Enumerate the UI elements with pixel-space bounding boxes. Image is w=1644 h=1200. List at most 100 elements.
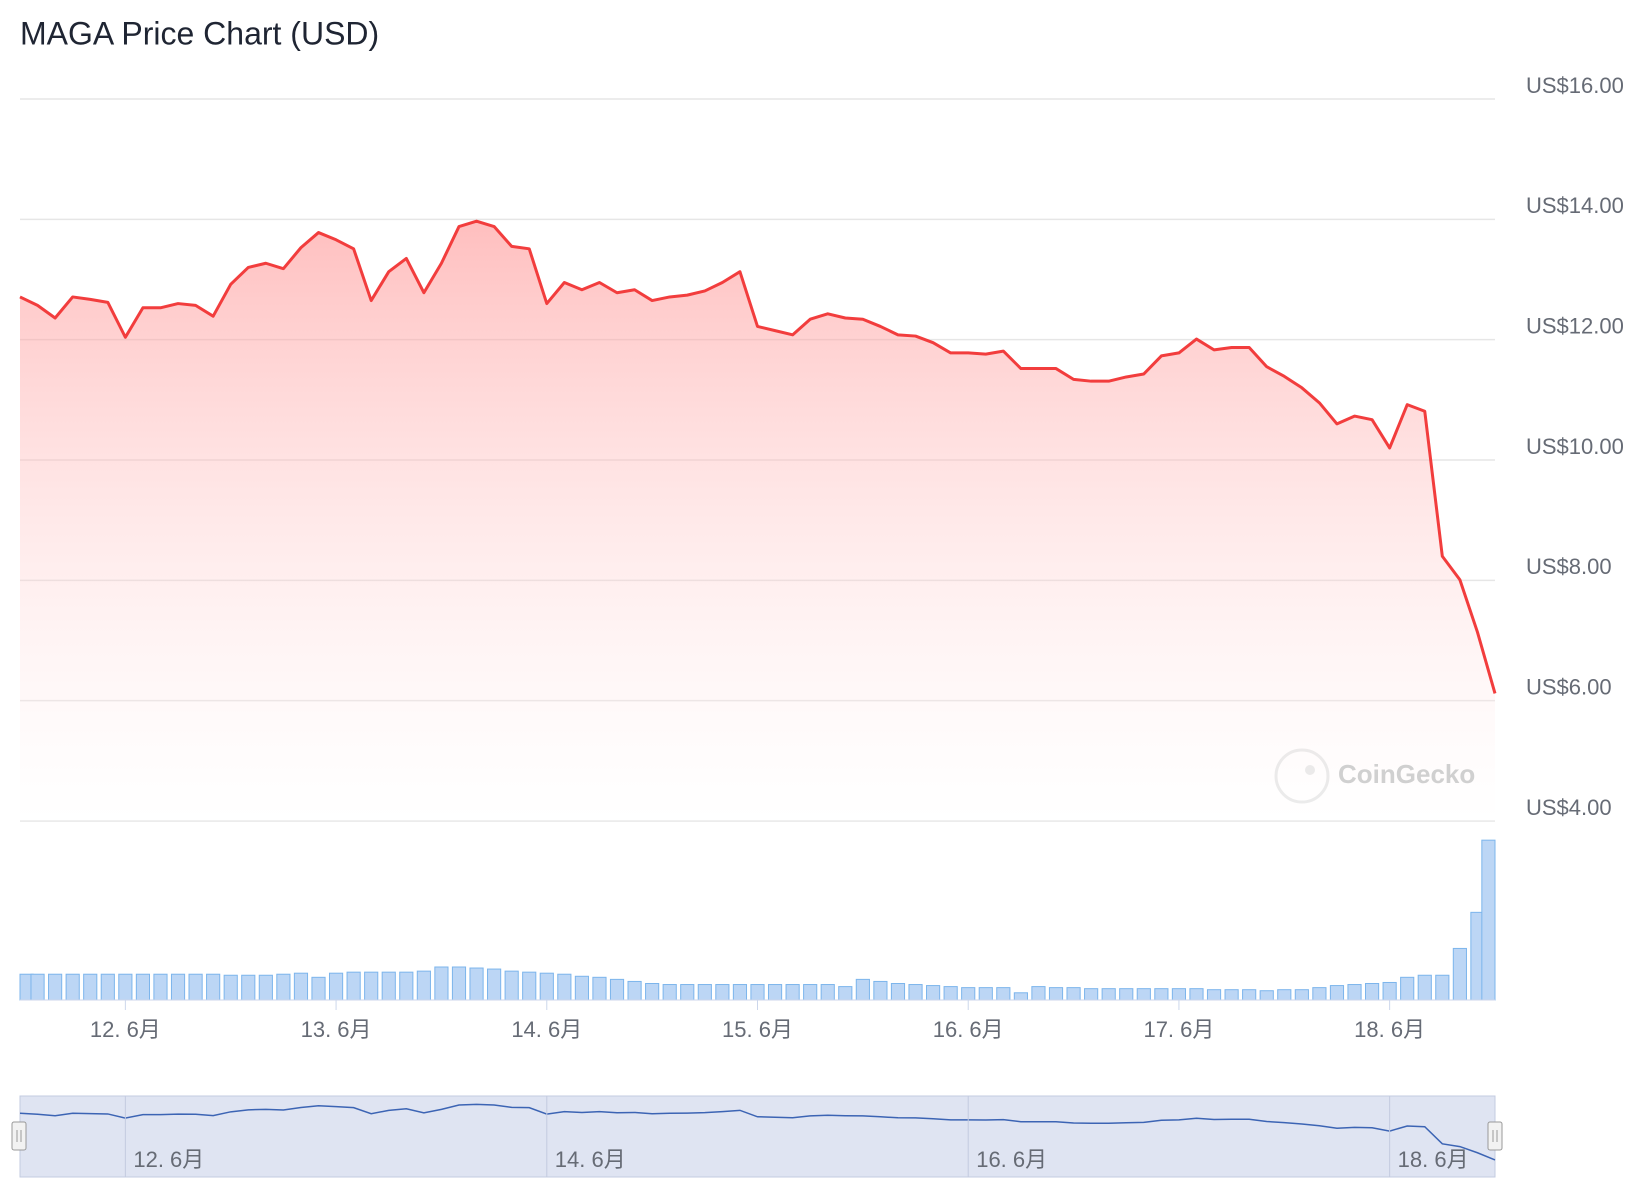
volume-bar [364, 971, 379, 1001]
volume-bar [48, 973, 63, 1001]
volume-bar [223, 974, 238, 1001]
volume-bar [1119, 988, 1134, 1001]
volume-bar [1013, 992, 1028, 1001]
volume-bar [276, 973, 291, 1001]
volume-bar [188, 973, 203, 1001]
volume-bar [1452, 947, 1467, 1001]
volume-bar [1242, 989, 1257, 1001]
y-tick-label: US$6.00 [1526, 674, 1612, 699]
navigator-handle-left[interactable] [11, 1121, 27, 1151]
volume-bar [539, 972, 554, 1001]
volume-bar [1347, 984, 1362, 1001]
navigator-label: 16. 6月 [976, 1147, 1047, 1172]
x-tick-label: 12. 6月 [90, 1017, 161, 1042]
volume-bar [627, 980, 642, 1001]
volume-bar [30, 973, 45, 1001]
chart-title: MAGA Price Chart (USD) [20, 15, 379, 51]
volume-bar [767, 984, 783, 1001]
volume-bar [1224, 989, 1239, 1001]
volume-bar [311, 976, 326, 1001]
watermark: CoinGecko [1338, 759, 1475, 789]
volume-bar [1084, 988, 1099, 1001]
volume-bar [680, 984, 695, 1001]
y-tick-label: US$12.00 [1526, 313, 1624, 338]
volume-bar [785, 984, 800, 1001]
y-tick-label: US$10.00 [1526, 434, 1624, 459]
volume-bar [346, 971, 361, 1001]
navigator-label: 18. 6月 [1398, 1147, 1469, 1172]
x-tick-label: 15. 6月 [722, 1017, 793, 1042]
volume-bar [1435, 974, 1450, 1001]
volume-bar [83, 973, 98, 1001]
volume-bar [1189, 988, 1204, 1001]
volume-bar [416, 970, 431, 1001]
volume-bar [1066, 987, 1081, 1001]
volume-bar [1171, 988, 1187, 1001]
volume-bar [996, 987, 1011, 1001]
volume-bar [469, 967, 484, 1001]
volume-bar [65, 973, 80, 1001]
volume-bar [399, 971, 414, 1001]
volume-bar [1417, 974, 1432, 1001]
volume-bar [293, 972, 309, 1001]
volume-bar [1101, 988, 1116, 1001]
volume-bar [1206, 989, 1222, 1001]
navigator-handle-right[interactable] [1487, 1121, 1503, 1151]
volume-bar [1136, 988, 1151, 1001]
navigator-line [19, 1103, 1496, 1161]
navigator-label: 12. 6月 [133, 1147, 204, 1172]
volume-bar [926, 985, 941, 1001]
volume-bar [451, 966, 467, 1001]
volume-bar [241, 974, 256, 1001]
y-tick-label: US$14.00 [1526, 193, 1624, 218]
y-tick-label: US$16.00 [1526, 73, 1624, 98]
volume-bar [1294, 989, 1309, 1001]
volume-bar [1048, 987, 1064, 1001]
volume-bar [557, 973, 572, 1001]
navigator[interactable] [19, 1095, 1496, 1178]
watermark-logo [1274, 748, 1330, 804]
volume-bar [1154, 988, 1169, 1001]
volume-bar [487, 968, 502, 1001]
volume-bar [908, 984, 923, 1001]
volume-bar [574, 975, 589, 1001]
volume-bar [943, 986, 958, 1001]
volume-bar [1031, 986, 1046, 1001]
volume-bar [890, 983, 906, 1001]
volume-bar [328, 972, 344, 1001]
volume-bar [855, 978, 870, 1001]
volume-bar [1382, 981, 1397, 1001]
volume-bar [803, 984, 818, 1001]
volume-bar [838, 986, 853, 1001]
volume-bar [961, 987, 976, 1001]
price-area [20, 221, 1495, 821]
volume-bar [206, 973, 221, 1001]
volume-bar [1329, 985, 1345, 1001]
x-tick-label: 14. 6月 [511, 1017, 582, 1042]
volume-bar [434, 966, 449, 1001]
volume-bar [504, 970, 519, 1001]
navigator-label: 14. 6月 [555, 1147, 626, 1172]
x-tick-label: 18. 6月 [1354, 1017, 1425, 1042]
x-tick-label: 13. 6月 [301, 1017, 372, 1042]
volume-bar [645, 983, 660, 1001]
volume-bar [609, 978, 625, 1001]
volume-bar [522, 971, 537, 1001]
volume-bar [135, 973, 151, 1001]
volume-bar [750, 984, 765, 1001]
volume-bar [592, 976, 607, 1001]
volume-bar [715, 984, 730, 1001]
y-tick-label: US$4.00 [1526, 795, 1612, 820]
volume-bar [170, 973, 186, 1001]
x-tick-label: 16. 6月 [933, 1017, 1004, 1042]
volume-bar [697, 984, 712, 1001]
volume-bar [118, 973, 133, 1001]
volume-bar [1481, 839, 1496, 1001]
volume-bar [100, 973, 115, 1001]
volume-bar [153, 973, 168, 1001]
volume-bar [820, 984, 835, 1001]
y-tick-label: US$8.00 [1526, 554, 1612, 579]
volume-bar [662, 984, 677, 1001]
volume-bar [1312, 987, 1327, 1001]
